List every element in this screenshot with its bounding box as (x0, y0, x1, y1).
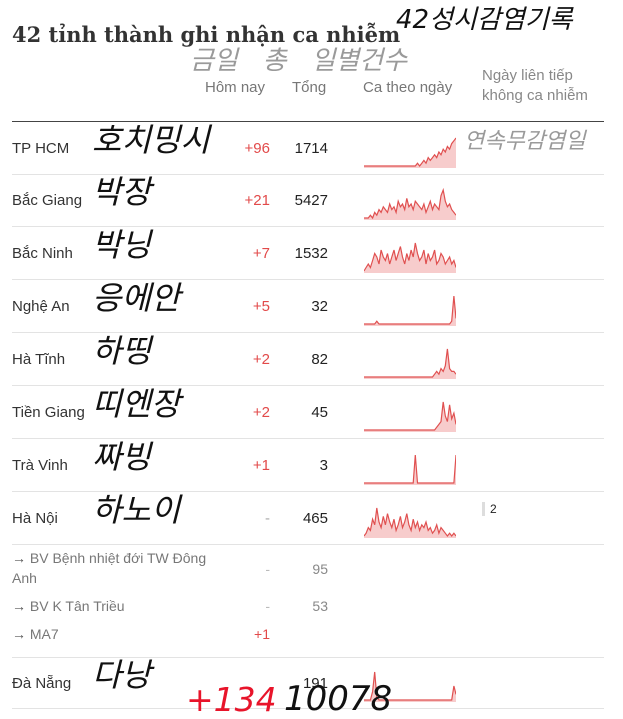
daily-sparkline (364, 186, 457, 220)
total-count: 32 (311, 298, 328, 315)
total-count: 1532 (294, 245, 328, 262)
column-header-total: Tổng (292, 79, 327, 96)
handwritten-title-note: 42성시감염기록 (396, 5, 573, 35)
total-count: 191 (302, 675, 328, 692)
today-count: +5 (252, 298, 270, 315)
column-header-streak: Ngày liên tiếp không ca nhiễm (482, 67, 588, 104)
hospital-name: → BV K Tân Triều (12, 596, 125, 616)
province-row[interactable]: Nghệ An +5 32 응에안 (12, 280, 604, 333)
daily-sparkline (364, 134, 457, 168)
today-count: - (265, 510, 270, 527)
total-count: 3 (319, 457, 328, 474)
total-count: 1714 (294, 140, 328, 157)
sparkline-area (364, 672, 456, 702)
sparkline-area (364, 508, 456, 538)
hospital-subrow[interactable]: → BV K Tân Triều - 53 (12, 594, 604, 620)
province-row[interactable]: Tiền Giang +2 45 띠엔장 (12, 386, 604, 439)
today-count: - (265, 561, 270, 577)
sparkline-area (364, 402, 456, 432)
province-row[interactable]: Hà Nội - 465 2 하노이 (12, 492, 604, 545)
province-row[interactable]: TP HCM +96 1714 호치밍시 (12, 122, 604, 175)
handwritten-province-note: 하노이 (92, 491, 181, 529)
province-row[interactable]: Hà Tĩnh +2 82 하띵 (12, 333, 604, 386)
hospital-name: → MA7 (12, 624, 59, 644)
arrow-right-icon: → (12, 598, 26, 614)
row-divider (12, 657, 604, 658)
sparkline-area (364, 455, 456, 485)
today-count: - (265, 598, 270, 614)
column-header-daily: Ca theo ngày (363, 79, 453, 96)
arrow-right-icon: → (12, 550, 26, 566)
page-title: 42 tỉnh thành ghi nhận ca nhiễm (12, 22, 401, 47)
total-count: 45 (311, 404, 328, 421)
column-header-today: Hôm nay (205, 79, 266, 96)
province-name: Hà Nội (12, 510, 58, 527)
daily-sparkline (364, 398, 457, 432)
daily-sparkline (363, 504, 457, 538)
total-count: 5427 (294, 192, 328, 209)
province-name: Đà Nẵng (12, 675, 72, 692)
daily-sparkline (364, 668, 457, 702)
total-count: 53 (312, 598, 328, 614)
province-row[interactable]: Đà Nẵng 191 다낭 (12, 658, 604, 709)
total-count: 95 (312, 561, 328, 577)
today-count: +1 (252, 457, 270, 474)
handwritten-province-note: 다낭 (92, 656, 151, 694)
hospital-subrow[interactable]: → BV Bệnh nhiệt đới TW Đông Anh - 95 (12, 546, 604, 592)
handwritten-footer-today: +134 (186, 680, 277, 719)
today-count: +2 (252, 404, 270, 421)
sparkline-line (364, 137, 457, 167)
sparkline-line (363, 242, 457, 272)
handwritten-province-note: 짜빙 (92, 438, 151, 476)
handwritten-province-note: 호치밍시 (92, 121, 210, 159)
table-top-rule (12, 121, 604, 122)
province-name: Bắc Ninh (12, 245, 73, 262)
province-row[interactable]: Trà Vinh +1 3 짜빙 (12, 439, 604, 492)
handwritten-province-note: 박닝 (92, 226, 151, 264)
province-name: Hà Tĩnh (12, 351, 66, 368)
handwritten-footer-total: 10078 (284, 679, 393, 719)
sparkline-line (364, 295, 457, 325)
arrow-right-icon: → (12, 626, 26, 642)
province-name: Nghệ An (12, 298, 70, 315)
handwritten-province-note: 띠엔장 (92, 385, 181, 423)
total-count: 465 (302, 510, 328, 527)
province-name: Trà Vinh (12, 457, 68, 474)
sparkline-line (364, 671, 457, 701)
today-count: +2 (252, 351, 270, 368)
province-row[interactable]: Bắc Giang +21 5427 박장 (12, 174, 604, 227)
handwritten-province-note: 박장 (92, 173, 151, 211)
today-count: +96 (244, 140, 270, 157)
sparkline-area (364, 296, 456, 326)
sparkline-line (364, 348, 457, 378)
handwritten-streak-note: 연속무감염일 (464, 129, 586, 154)
daily-sparkline (363, 239, 457, 273)
streak-count: 2 (482, 502, 497, 516)
sparkline-line (364, 401, 457, 431)
sparkline-line (364, 454, 457, 484)
sparkline-area (364, 138, 456, 168)
daily-sparkline (364, 292, 457, 326)
today-count: +21 (244, 192, 270, 209)
province-name: TP HCM (12, 140, 70, 157)
province-name: Bắc Giang (12, 192, 83, 209)
today-count: +7 (252, 245, 270, 262)
hospital-label: MA7 (29, 626, 59, 642)
handwritten-province-note: 응에안 (92, 279, 181, 317)
daily-sparkline (364, 451, 457, 485)
handwritten-province-note: 하띵 (92, 332, 151, 370)
province-name: Tiền Giang (12, 404, 85, 421)
province-row[interactable]: Bắc Ninh +7 1532 박닝 (12, 227, 604, 280)
sparkline-line (363, 507, 457, 537)
sparkline-line (364, 187, 457, 220)
total-count: 82 (311, 351, 328, 368)
daily-sparkline (364, 345, 457, 379)
hospital-subrow[interactable]: → MA7 +1 (12, 622, 604, 652)
hospital-name: → BV Bệnh nhiệt đới TW Đông Anh (12, 548, 217, 588)
hospital-label: BV K Tân Triều (29, 598, 125, 614)
handwritten-header-notes: 금일 총 일별건수 (190, 46, 408, 76)
sparkline-area (364, 349, 456, 379)
hospital-label: BV Bệnh nhiệt đới TW Đông Anh (12, 550, 207, 586)
today-count: +1 (254, 626, 270, 642)
